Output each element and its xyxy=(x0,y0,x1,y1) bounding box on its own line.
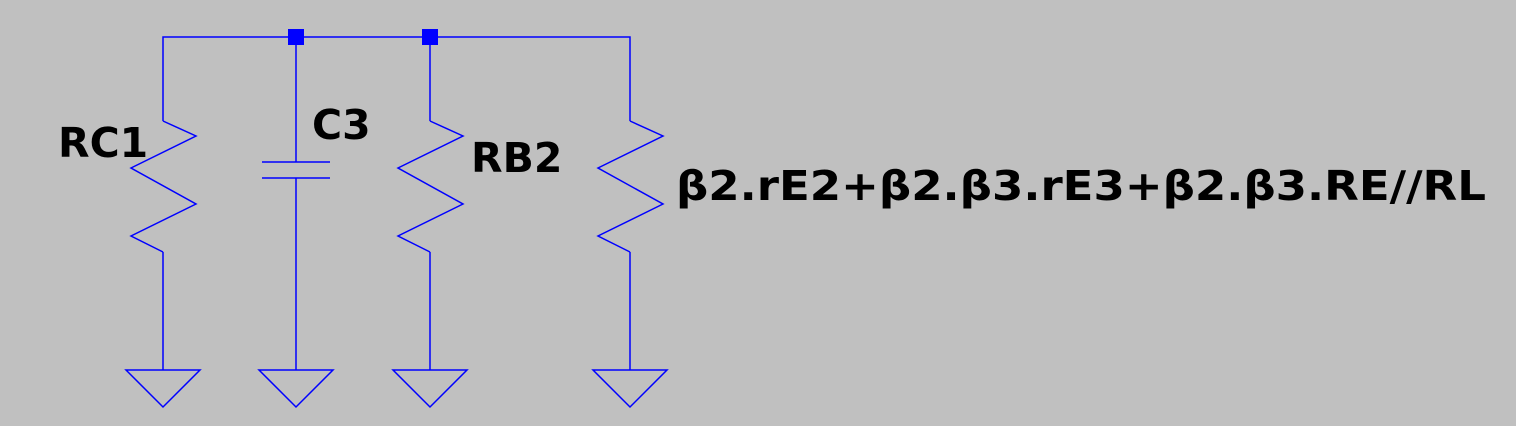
resistor-rc1-zigzag xyxy=(129,120,198,253)
branch-load xyxy=(591,120,669,409)
resistor-load-zigzag xyxy=(596,120,665,253)
ground-symbol-2 xyxy=(257,369,335,409)
resistor-rb2-zigzag xyxy=(396,120,465,253)
top-bus-wire xyxy=(162,36,631,121)
branch-rb2 xyxy=(391,37,469,409)
ground-symbol-1 xyxy=(124,369,202,409)
bus-wire xyxy=(162,36,631,121)
label-c3: C3 xyxy=(312,101,371,149)
junction-dot-1 xyxy=(288,29,304,45)
ground-symbol-4 xyxy=(591,369,669,409)
branch-c3 xyxy=(257,37,335,409)
branch-rc1 xyxy=(124,120,202,409)
label-rb2: RB2 xyxy=(471,134,562,182)
ground-symbol-3 xyxy=(391,369,469,409)
label-rc1: RC1 xyxy=(58,119,148,167)
label-load-expression: β2.rE2+β2.β3.rE3+β2.β3.RE//RL xyxy=(676,162,1486,210)
junction-dot-2 xyxy=(422,29,438,45)
